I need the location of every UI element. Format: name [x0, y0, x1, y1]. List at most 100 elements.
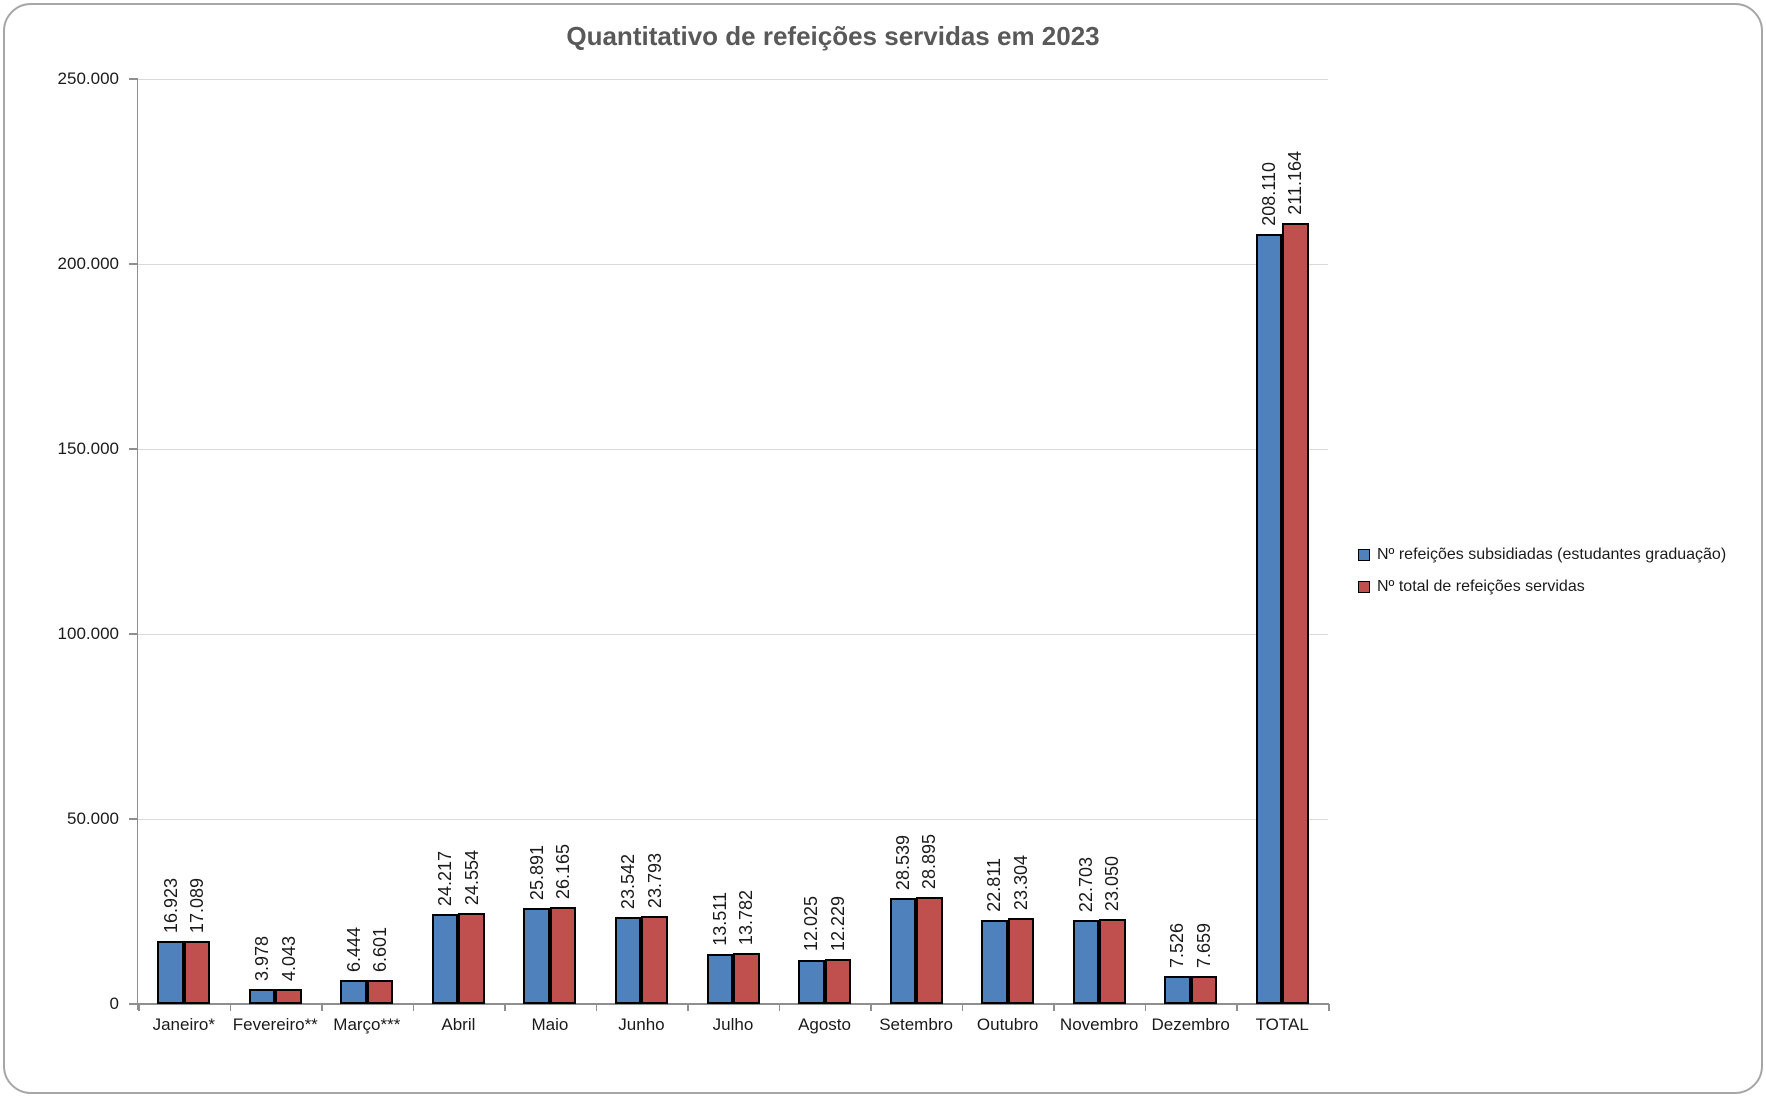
- bar-total-7: [824, 958, 852, 1004]
- bar-subsidiadas-10: [1072, 920, 1100, 1004]
- bar-total-2: [366, 979, 394, 1004]
- legend-label: Nº total de refeições servidas: [1377, 578, 1585, 595]
- bar-value-label: 24.217: [435, 851, 456, 907]
- y-axis-tick: [129, 263, 138, 265]
- bar-subsidiadas-3: [431, 914, 459, 1004]
- bar-subsidiadas-6: [706, 954, 733, 1004]
- x-axis-category-label: Julho: [712, 1015, 754, 1034]
- x-axis-tick: [504, 1004, 506, 1011]
- y-axis-tick: [129, 633, 138, 635]
- y-axis-tick-label: 200.000: [57, 254, 119, 273]
- gridline: [138, 78, 1328, 80]
- bar-value-label: 7.659: [1193, 922, 1214, 968]
- bar-total-6: [733, 953, 760, 1004]
- bar-subsidiadas-2: [340, 980, 367, 1004]
- x-axis-category-label: Fevereiro**: [232, 1015, 318, 1034]
- x-axis-category-label: Maio: [531, 1015, 569, 1034]
- bar-total-3: [458, 913, 485, 1004]
- bar-value-label: 13.511: [709, 892, 730, 947]
- x-axis-tick: [1053, 1004, 1055, 1011]
- bar-subsidiadas-9: [981, 919, 1008, 1004]
- y-axis-line: [136, 79, 138, 1010]
- bar-subsidiadas-8: [889, 898, 917, 1004]
- x-axis-tick: [778, 1004, 781, 1011]
- x-axis-tick: [1144, 1004, 1147, 1011]
- bar-total-8: [916, 897, 943, 1004]
- bar-value-label: 23.793: [644, 852, 665, 908]
- y-axis-tick-label: 0: [109, 994, 119, 1013]
- legend-swatch-icon: [1358, 581, 1370, 593]
- bar-value-label: 28.895: [919, 834, 940, 890]
- x-axis-category-label: Outubro: [976, 1015, 1039, 1034]
- x-axis-category-label: Março***: [333, 1015, 401, 1034]
- x-axis-tick: [1328, 1004, 1330, 1011]
- x-axis-tick: [321, 1004, 323, 1011]
- x-axis-tick: [870, 1004, 872, 1011]
- x-axis-tick: [138, 1004, 140, 1011]
- bar-subsidiadas-12: [1255, 234, 1283, 1004]
- x-axis-tick: [687, 1004, 689, 1011]
- bar-value-label: 208.110: [1258, 162, 1279, 226]
- bar-value-label: 6.444: [343, 927, 364, 973]
- y-axis-tick: [129, 448, 138, 450]
- bar-total-0: [183, 940, 211, 1004]
- x-axis-category-label: Agosto: [798, 1015, 851, 1034]
- bar-subsidiadas-5: [614, 916, 642, 1004]
- gridline: [138, 633, 1328, 635]
- bar-value-label: 22.703: [1075, 856, 1096, 912]
- bar-total-5: [641, 915, 668, 1004]
- y-axis-tick: [129, 1003, 138, 1005]
- x-axis-category-label: TOTAL: [1255, 1015, 1309, 1034]
- bar-subsidiadas-0: [157, 941, 184, 1004]
- bar-value-label: 12.229: [827, 895, 848, 951]
- x-axis-tick: [961, 1004, 964, 1011]
- chart-frame: [3, 3, 1763, 1094]
- bar-value-label: 211.164: [1285, 150, 1306, 215]
- bar-value-label: 28.539: [892, 835, 913, 891]
- bar-value-label: 7.526: [1167, 923, 1188, 969]
- bar-value-label: 24.554: [461, 850, 482, 906]
- x-axis-tick: [595, 1004, 598, 1011]
- bar-value-label: 12.025: [801, 896, 822, 952]
- y-axis-tick: [129, 818, 138, 820]
- legend-swatch-icon: [1358, 549, 1370, 561]
- y-axis-tick-label: 50.000: [67, 809, 119, 828]
- bar-total-4: [549, 907, 577, 1004]
- bar-value-label: 23.050: [1102, 855, 1123, 911]
- gridline: [138, 448, 1328, 450]
- x-axis-category-label: Dezembro: [1151, 1015, 1230, 1034]
- plot-area: 16.923 17.089 3.978 4.043 6.444 6.601 24.217 24…: [129, 78, 1330, 1011]
- legend-item-1: Nº total de refeições servidas: [1358, 578, 1726, 596]
- bar-value-label: 23.304: [1010, 854, 1031, 910]
- bar-total-9: [1007, 917, 1035, 1004]
- x-axis-category-label: Novembro: [1059, 1015, 1139, 1034]
- x-axis-tick: [1236, 1004, 1238, 1011]
- x-axis-category-label: Abril: [441, 1015, 476, 1034]
- bar-value-label: 17.089: [187, 877, 208, 933]
- bar-value-label: 25.891: [526, 845, 547, 901]
- y-axis-tick: [129, 78, 138, 80]
- x-axis-category-label: Setembro: [879, 1015, 953, 1034]
- bar-value-label: 22.811: [984, 857, 1005, 912]
- x-axis-category-label: Junho: [618, 1015, 665, 1034]
- bar-total-1: [275, 989, 302, 1004]
- chart-title: Quantitativo de refeições servidas em 20…: [566, 21, 1100, 51]
- bar-total-10: [1099, 918, 1126, 1004]
- bar-value-label: 26.165: [553, 844, 574, 900]
- bar-value-label: 23.542: [618, 853, 639, 909]
- bar-subsidiadas-1: [248, 989, 276, 1004]
- bar-value-label: 4.043: [278, 936, 299, 982]
- gridline: [138, 818, 1328, 820]
- legend: Nº refeições subsidiadas (estudantes gra…: [1358, 546, 1726, 596]
- bar-value-label: 6.601: [370, 926, 391, 972]
- bar-subsidiadas-11: [1164, 976, 1191, 1004]
- y-axis-tick-label: 250.000: [57, 69, 119, 88]
- bar-value-label: 16.923: [160, 878, 181, 934]
- bar-value-label: 13.782: [736, 889, 757, 946]
- bar-subsidiadas-4: [523, 908, 550, 1004]
- x-axis-tick: [229, 1004, 232, 1011]
- y-axis-tick-label: 100.000: [57, 624, 119, 643]
- legend-item-0: Nº refeições subsidiadas (estudantes gra…: [1358, 546, 1726, 564]
- legend-label: Nº refeições subsidiadas (estudantes gra…: [1377, 546, 1727, 563]
- y-axis-tick-label: 150.000: [57, 439, 119, 458]
